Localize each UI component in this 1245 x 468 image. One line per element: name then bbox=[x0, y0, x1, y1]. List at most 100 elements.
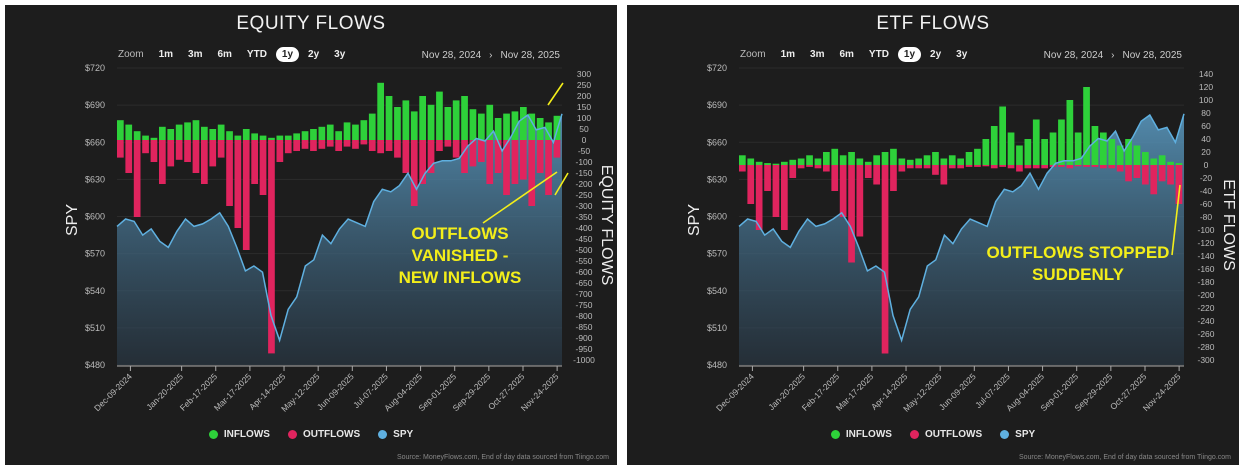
zoom-6m-button[interactable]: 6m bbox=[839, 49, 854, 60]
inflow-bar bbox=[343, 122, 351, 140]
zoom-ytd-button[interactable]: YTD bbox=[246, 49, 267, 60]
zoom-1y-button[interactable]: 1y bbox=[275, 47, 300, 62]
outflow-bar bbox=[932, 165, 939, 175]
inflow-bar bbox=[352, 124, 359, 140]
outflow-bar bbox=[814, 165, 822, 169]
y2-tick-label: -950 bbox=[575, 344, 592, 354]
inflow-bar bbox=[419, 96, 426, 140]
inflow-bar bbox=[259, 135, 267, 140]
outflow-bar bbox=[226, 140, 233, 206]
y-tick-label: $540 bbox=[707, 286, 727, 296]
zoom-3m-button[interactable]: 3m bbox=[188, 49, 203, 60]
inflow-bar bbox=[948, 155, 956, 166]
legend-spy[interactable]: SPY bbox=[378, 429, 413, 440]
y2-tick-label: -220 bbox=[1197, 303, 1214, 313]
inflow-bar bbox=[1024, 139, 1032, 165]
inflow-bar bbox=[1007, 132, 1015, 165]
inflow-bar bbox=[755, 161, 763, 166]
legend-outflows[interactable]: OUTFLOWS bbox=[287, 429, 360, 440]
y2-tick-label: 300 bbox=[577, 69, 591, 79]
y-tick-label: $540 bbox=[85, 286, 105, 296]
y-axis-title: SPY bbox=[686, 204, 703, 236]
legend-inflows[interactable]: INFLOWS bbox=[208, 429, 270, 440]
inflow-bar bbox=[1083, 87, 1090, 165]
inflow-bar bbox=[856, 158, 864, 165]
zoom-3y-button[interactable]: 3y bbox=[334, 49, 346, 60]
inflow-bar bbox=[831, 148, 839, 166]
zoom-label: Zoom bbox=[740, 49, 766, 60]
inflow-bar bbox=[167, 129, 175, 140]
inflow-bar bbox=[1032, 119, 1040, 165]
outflow-bar bbox=[159, 140, 166, 184]
zoom-1y-button[interactable]: 1y bbox=[897, 47, 922, 62]
spy-line bbox=[738, 113, 1185, 343]
source-note: Source: MoneyFlows.com, End of day data … bbox=[396, 454, 609, 461]
outflow-bar bbox=[1024, 165, 1032, 169]
outflow-bar bbox=[394, 140, 401, 158]
outflow-bar bbox=[133, 140, 141, 217]
y2-tick-label: -50 bbox=[578, 146, 591, 156]
range-from[interactable]: Nov 28, 2024 bbox=[421, 50, 482, 61]
y2-tick-label: -40 bbox=[1200, 186, 1213, 196]
range-to[interactable]: Nov 28, 2025 bbox=[1122, 50, 1183, 61]
outflow-bar bbox=[276, 140, 284, 162]
zoom-2y-button[interactable]: 2y bbox=[308, 49, 320, 60]
y2-tick-label: 80 bbox=[1201, 108, 1211, 118]
outflow-bar bbox=[268, 140, 275, 354]
outflow-bar bbox=[553, 140, 561, 158]
y2-tick-label: -300 bbox=[575, 201, 592, 211]
outflow-bar bbox=[184, 140, 191, 162]
inflow-bar bbox=[293, 133, 300, 140]
zoom-1m-button[interactable]: 1m bbox=[780, 49, 796, 60]
inflow-bar bbox=[377, 82, 384, 140]
inflow-bar bbox=[276, 135, 284, 140]
outflow-bar bbox=[192, 140, 200, 173]
y2-axis-title: ETF FLOWS bbox=[1220, 179, 1237, 271]
legend-spy[interactable]: SPY bbox=[1000, 429, 1035, 440]
outflow-bar bbox=[377, 140, 384, 154]
outflow-bar bbox=[923, 165, 931, 169]
range-from[interactable]: Nov 28, 2024 bbox=[1043, 50, 1104, 61]
y-tick-label: $480 bbox=[707, 360, 727, 370]
outflows-dot-icon bbox=[287, 430, 297, 439]
y-tick-label: $630 bbox=[85, 174, 105, 184]
x-tick-label: Jun-09-2025 bbox=[937, 371, 978, 412]
legend-inflows[interactable]: INFLOWS bbox=[830, 429, 892, 440]
outflow-bar bbox=[839, 165, 847, 217]
y2-tick-label: -60 bbox=[1200, 199, 1213, 209]
range-to[interactable]: Nov 28, 2025 bbox=[500, 50, 561, 61]
outflow-bar bbox=[545, 140, 552, 195]
outflow-bar bbox=[781, 165, 788, 230]
inflow-bar bbox=[1108, 139, 1116, 165]
inflow-bar bbox=[142, 135, 149, 140]
annotation-line: OUTFLOWS bbox=[411, 224, 509, 243]
inflow-bar bbox=[553, 115, 561, 140]
y2-tick-label: 0 bbox=[582, 135, 587, 145]
chart-title: EQUITY FLOWS bbox=[236, 13, 386, 34]
zoom-6m-button[interactable]: 6m bbox=[217, 49, 232, 60]
zoom-2y-button[interactable]: 2y bbox=[930, 49, 942, 60]
outflow-bar bbox=[1058, 165, 1065, 167]
outflow-bar bbox=[352, 140, 359, 149]
inflow-bar bbox=[1133, 145, 1141, 165]
outflow-bar bbox=[739, 165, 746, 172]
outflow-bar bbox=[234, 140, 242, 228]
inflow-bar bbox=[410, 111, 418, 140]
legend-outflows[interactable]: OUTFLOWS bbox=[909, 429, 982, 440]
outflow-bar bbox=[823, 165, 830, 172]
zoom-1m-button[interactable]: 1m bbox=[158, 49, 174, 60]
zoom-ytd-button[interactable]: YTD bbox=[868, 49, 889, 60]
outflow-bar bbox=[1175, 165, 1183, 204]
y2-tick-label: 20 bbox=[1201, 147, 1211, 157]
inflow-bar bbox=[284, 135, 292, 140]
outflow-bar bbox=[1125, 165, 1132, 182]
inflows-dot-icon bbox=[208, 430, 218, 439]
zoom-3y-button[interactable]: 3y bbox=[956, 49, 968, 60]
y2-tick-label: 40 bbox=[1201, 134, 1211, 144]
outflow-bar bbox=[494, 140, 502, 173]
zoom-3m-button[interactable]: 3m bbox=[810, 49, 825, 60]
inflow-bar bbox=[881, 152, 889, 165]
outflow-bar bbox=[1032, 165, 1040, 169]
outflow-bar bbox=[764, 165, 771, 191]
inflow-bar bbox=[781, 161, 788, 166]
